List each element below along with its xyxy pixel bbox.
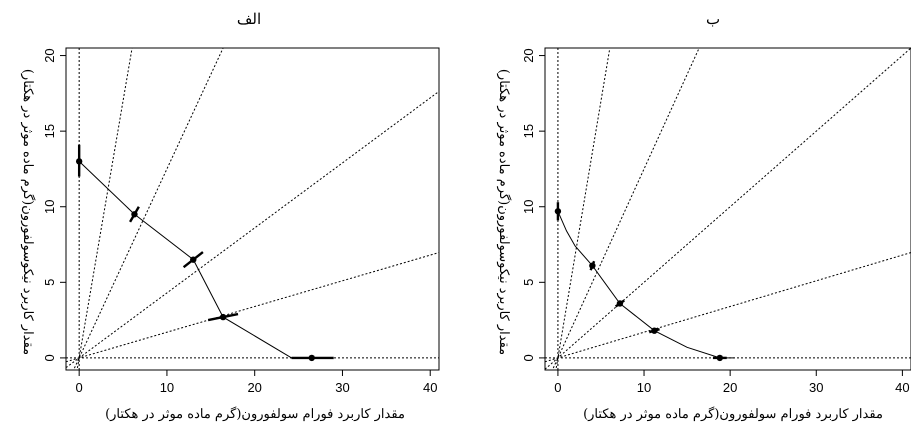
panel-a-y-tick-label: 0 — [42, 354, 57, 361]
panel-b-y-axis-title: مقدار کاربرد نیکوسولفورون(گرم ماده موثر … — [496, 69, 512, 355]
panel-a-reference-lines — [66, 48, 439, 370]
panel-a-points — [75, 158, 315, 362]
panel-b-data-point — [651, 327, 658, 334]
panel-b-x-tick-label: 20 — [723, 380, 737, 395]
panel-b-fitted-curve — [557, 211, 720, 359]
panel-b-x-tick-label: 40 — [895, 380, 909, 395]
panel-a-data-point — [190, 256, 197, 263]
panel-a-plot-frame — [65, 47, 440, 371]
panel-b-rays — [545, 48, 911, 370]
panel-b-data-point — [589, 262, 596, 269]
panel-b-y-axis: 0 5 10 15 20 — [521, 48, 545, 362]
panel-a-x-tick-label: 20 — [247, 380, 261, 395]
panel-b-data-point — [554, 208, 562, 215]
panel-b-x-tick-label: 0 — [554, 380, 561, 395]
panel-b-error-bars — [556, 202, 727, 360]
panel-b-plot-frame — [544, 47, 911, 371]
panel-a-rays — [66, 48, 439, 370]
panel-a-data-point — [131, 211, 138, 218]
panel-b-x-tick-label: 30 — [809, 380, 823, 395]
panel-b-data-point — [616, 300, 624, 307]
panel-b-y-tick-label: 10 — [521, 199, 536, 213]
panel-a-x-tick-label: 0 — [76, 380, 83, 395]
panel-a-ray-3 — [66, 252, 439, 363]
panel-a: الف 0 10 20 30 40 0 5 10 15 20 مقدار کاربرد فورا… — [20, 10, 440, 422]
panel-b-ray-2 — [545, 48, 911, 370]
panel-a-y-axis: 0 5 10 15 20 — [42, 48, 66, 362]
panel-b-x-axis-title: مقدار کاربرد فورام سولفورون(گرم ماده موث… — [583, 406, 883, 422]
panel-b-x-tick-label: 10 — [637, 380, 651, 395]
panel-a-error-bars — [77, 144, 334, 360]
panel-b-title: ب — [706, 10, 720, 28]
panel-a-y-axis-title: مقدار کاربرد نیکوسولفورون(گرم ماده موثر … — [20, 69, 36, 355]
panel-b-y-tick-label: 0 — [521, 354, 536, 361]
panel-b-x-axis: 0 10 20 30 40 — [554, 370, 910, 395]
panel-b-ray-0 — [555, 48, 611, 370]
panel-a-y-tick-label: 5 — [42, 279, 57, 286]
panel-a-y-tick-label: 20 — [42, 48, 57, 62]
panel-b-y-tick-label: 15 — [521, 124, 536, 138]
panel-b: ب 0 10 20 30 40 0 5 10 15 20 مقدار کاربرد فورام … — [496, 10, 911, 422]
panel-b-y-tick-label: 5 — [521, 279, 536, 286]
panel-b-points — [554, 208, 724, 362]
panel-b-ray-3 — [545, 252, 911, 363]
panel-a-data-point — [308, 354, 315, 362]
panel-b-ray-1 — [551, 48, 700, 370]
panel-a-x-tick-label: 40 — [423, 380, 437, 395]
panel-a-ray-1 — [72, 48, 224, 370]
panel-a-fitted-curve — [78, 161, 292, 359]
panel-a-data-point — [75, 158, 83, 165]
panel-a-ray-2 — [66, 90, 439, 369]
panel-a-x-tick-label: 10 — [160, 380, 174, 395]
panel-b-curve — [557, 211, 735, 359]
panel-a-y-tick-label: 15 — [42, 124, 57, 138]
panel-a-x-tick-label: 30 — [335, 380, 349, 395]
panel-a-x-axis: 0 10 20 30 40 — [76, 370, 437, 395]
panel-b-y-tick-label: 20 — [521, 48, 536, 62]
panel-b-data-point — [716, 354, 724, 362]
panel-a-x-axis-title: مقدار کاربرد فورام سولفورون(گرم ماده موث… — [105, 406, 405, 422]
panel-a-y-tick-label: 10 — [42, 199, 57, 213]
panel-a-title: الف — [237, 10, 261, 28]
panel-a-ray-0 — [76, 48, 133, 370]
panel-a-data-point — [219, 313, 227, 321]
